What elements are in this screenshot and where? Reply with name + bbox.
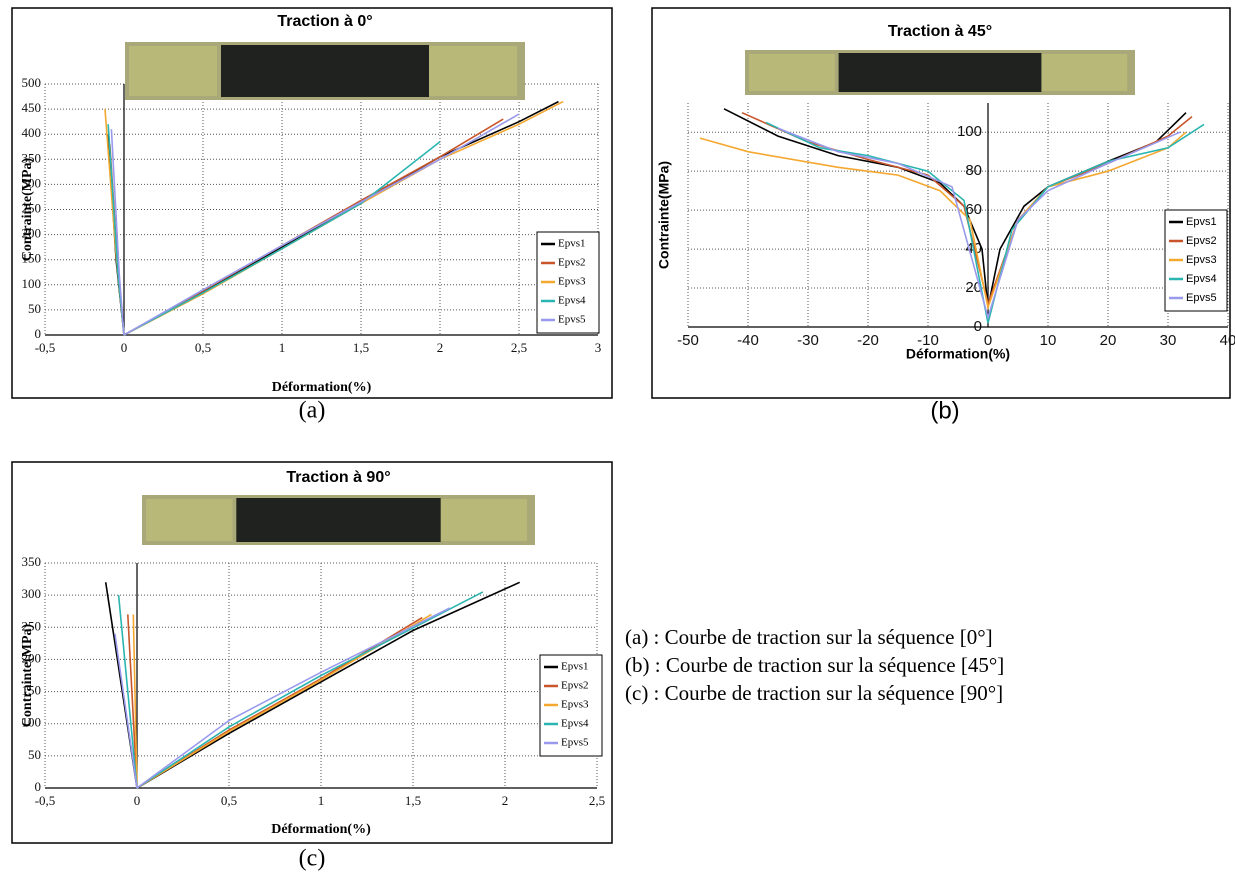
- data-line: [110, 113, 520, 336]
- y-tick-label: 100: [957, 123, 982, 140]
- y-tick-label: 350: [22, 150, 42, 165]
- note: (a) : Courbe de traction sur la séquence…: [625, 625, 993, 649]
- y-tick-label: 350: [22, 554, 42, 569]
- chart-title: Traction à 45°: [888, 23, 992, 40]
- legend-label: Epvs4: [561, 718, 589, 730]
- legend-label: Epvs3: [561, 699, 589, 711]
- specimen-body: [221, 45, 429, 97]
- y-tick-label: 200: [22, 650, 42, 665]
- y-tick-label: 60: [965, 201, 982, 218]
- x-axis-label: Déformation(%): [272, 380, 372, 395]
- x-tick-label: 1,5: [405, 793, 421, 808]
- x-tick-label: 1: [318, 793, 325, 808]
- caption: (a): [299, 398, 326, 424]
- x-tick-label: 20: [1100, 332, 1117, 349]
- legend-label: Epvs5: [558, 314, 586, 326]
- x-tick-label: 3: [595, 340, 602, 355]
- specimen-tab: [129, 46, 217, 96]
- x-tick-label: -50: [677, 332, 699, 349]
- x-tick-label: 1,5: [353, 340, 369, 355]
- data-line: [777, 127, 1181, 321]
- legend-label: Epvs5: [561, 737, 589, 749]
- legend-label: Epvs2: [561, 680, 589, 692]
- specimen-body: [236, 498, 441, 542]
- caption: (c): [299, 846, 326, 872]
- x-tick-label: 2: [437, 340, 444, 355]
- specimen-tab: [1041, 54, 1128, 91]
- specimen-tab: [440, 499, 528, 541]
- x-axis-label: Déformation(%): [271, 822, 371, 837]
- legend-label: Epvs4: [1186, 273, 1217, 285]
- y-tick-label: 150: [22, 683, 42, 698]
- y-tick-label: 300: [22, 175, 42, 190]
- x-tick-label: 30: [1160, 332, 1177, 349]
- y-tick-label: 80: [965, 162, 982, 179]
- y-tick-label: 50: [28, 301, 41, 316]
- y-axis-label: Contrainte(MPa): [20, 623, 35, 727]
- x-tick-label: -20: [857, 332, 879, 349]
- x-tick-label: 0: [121, 340, 128, 355]
- y-tick-label: 100: [22, 715, 42, 730]
- legend-label: Epvs3: [1186, 254, 1217, 266]
- x-tick-label: 10: [1040, 332, 1057, 349]
- y-tick-label: 250: [22, 200, 42, 215]
- note: (c) : Courbe de traction sur la séquence…: [625, 681, 1003, 705]
- chart-title: Traction à 90°: [286, 469, 390, 486]
- data-line: [699, 131, 1187, 311]
- x-tick-label: -40: [737, 332, 759, 349]
- legend-label: Epvs2: [558, 257, 586, 269]
- y-tick-label: 50: [28, 747, 41, 762]
- data-line: [117, 591, 484, 789]
- specimen-tab: [146, 499, 233, 541]
- legend-label: Epvs1: [558, 238, 586, 250]
- legend-label: Epvs1: [1186, 216, 1217, 228]
- x-tick-label: 0: [134, 793, 141, 808]
- y-tick-label: 250: [22, 618, 42, 633]
- x-tick-label: 40: [1220, 332, 1235, 349]
- y-tick-label: 0: [35, 779, 42, 794]
- y-tick-label: 500: [22, 75, 42, 90]
- chart: 020406080100-50-40-30-20-10010203040Trac…: [651, 7, 1235, 424]
- y-tick-label: 150: [22, 251, 42, 266]
- x-tick-label: 2: [502, 793, 509, 808]
- y-tick-label: 0: [35, 326, 42, 341]
- data-line: [114, 607, 451, 789]
- x-tick-label: 0,5: [195, 340, 211, 355]
- legend-label: Epvs3: [558, 276, 586, 288]
- y-tick-label: 400: [22, 125, 42, 140]
- x-tick-label: 2,5: [511, 340, 527, 355]
- x-tick-label: 0: [984, 332, 992, 349]
- x-tick-label: -10: [917, 332, 939, 349]
- x-tick-label: 2,5: [589, 793, 605, 808]
- x-tick-label: 0,5: [221, 793, 237, 808]
- specimen-tab: [749, 54, 835, 91]
- specimen-tab: [429, 46, 517, 96]
- y-tick-label: 100: [22, 276, 42, 291]
- legend-label: Epvs5: [1186, 292, 1217, 304]
- x-tick-label: 1: [279, 340, 286, 355]
- note: (b) : Courbe de traction sur la séquence…: [625, 653, 1004, 677]
- x-tick-label: -0,5: [35, 340, 56, 355]
- y-tick-label: 300: [22, 586, 42, 601]
- legend-label: Epvs2: [1186, 235, 1217, 247]
- y-axis-label: Contrainte(MPa): [20, 157, 35, 261]
- y-tick-label: 450: [22, 100, 42, 115]
- y-axis-label: Contrainte(MPa): [656, 161, 672, 269]
- caption: (b): [930, 397, 959, 424]
- specimen-body: [838, 53, 1042, 92]
- x-axis-label: Déformation(%): [906, 346, 1010, 362]
- legend-label: Epvs4: [558, 295, 586, 307]
- x-tick-label: -0,5: [35, 793, 56, 808]
- x-tick-label: -30: [797, 332, 819, 349]
- data-line: [765, 121, 1205, 324]
- legend-label: Epvs1: [561, 661, 589, 673]
- y-tick-label: 200: [22, 226, 42, 241]
- chart-title: Traction à 0°: [277, 13, 372, 30]
